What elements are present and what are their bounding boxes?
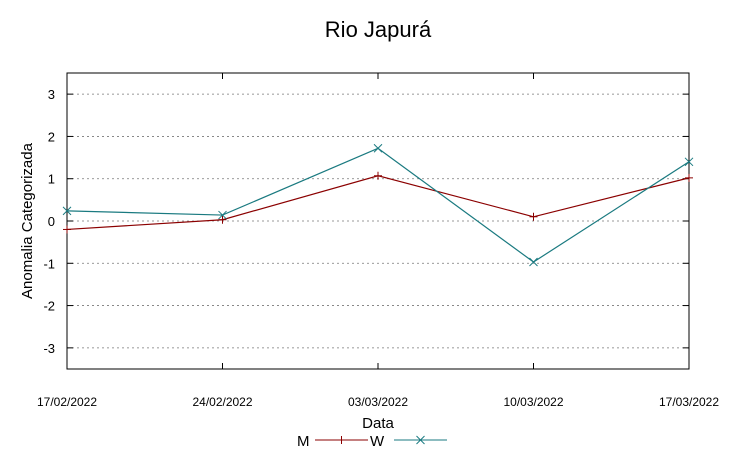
series-layer xyxy=(62,143,694,267)
ytick-label: -2 xyxy=(43,299,55,314)
xtick-label: 17/03/2022 xyxy=(659,395,719,409)
point-m xyxy=(529,212,538,221)
legend-point-m xyxy=(337,436,346,444)
point-w xyxy=(373,143,383,153)
x-axis-label: Data xyxy=(362,415,394,432)
point-w xyxy=(684,157,694,167)
legend: M W xyxy=(297,433,447,450)
legend-marker-w xyxy=(416,435,425,445)
point-w xyxy=(529,257,538,267)
grid-layer xyxy=(67,93,689,349)
x-ticks: 17/02/2022 24/02/2022 03/03/2022 10/03/2022… xyxy=(37,73,719,409)
point-m xyxy=(374,171,382,180)
series-line-w xyxy=(66,147,690,263)
legend-marker-m xyxy=(337,436,346,444)
point-m xyxy=(63,225,71,234)
xtick-label: 03/03/2022 xyxy=(348,395,408,409)
y-axis-label: Anomalia Categorizada xyxy=(19,142,36,299)
ytick-label: 3 xyxy=(48,87,55,102)
ytick-label: 2 xyxy=(48,129,55,144)
xtick-label: 10/03/2022 xyxy=(503,395,563,409)
xtick-label: 17/02/2022 xyxy=(37,395,97,409)
ytick-label: -3 xyxy=(43,341,55,356)
ytick-label: -1 xyxy=(43,256,55,271)
xtick-label: 24/02/2022 xyxy=(192,395,252,409)
point-w xyxy=(62,206,72,216)
legend-point-w xyxy=(416,435,425,445)
ytick-label: 1 xyxy=(48,172,55,187)
y-ticks: 3 2 1 0 -1 -2 -3 xyxy=(43,87,689,356)
point-w xyxy=(218,210,227,220)
legend-label-m: M xyxy=(297,433,310,450)
point-m xyxy=(218,215,227,224)
chart-title: Rio Japurá xyxy=(325,17,432,42)
ytick-label: 0 xyxy=(48,214,55,229)
legend-label-w: W xyxy=(370,433,385,450)
point-m xyxy=(685,173,693,182)
